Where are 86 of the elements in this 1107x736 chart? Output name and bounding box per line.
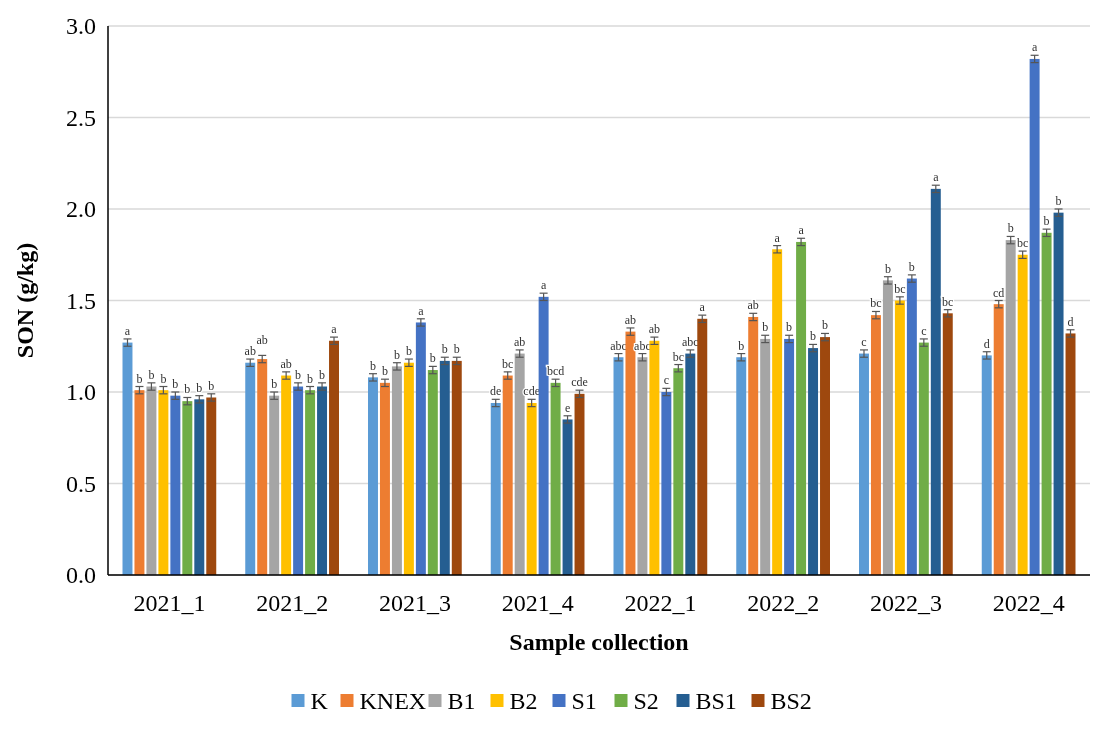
data-label: b <box>295 367 302 382</box>
data-label: bc <box>672 349 684 364</box>
data-label: ab <box>244 344 256 359</box>
y-tick-label: 1.5 <box>66 287 96 314</box>
data-label: b <box>786 320 793 335</box>
data-label: b <box>429 351 436 366</box>
data-label: ab <box>624 312 637 327</box>
legend-label: BS1 <box>695 688 737 715</box>
data-label: c <box>921 323 927 338</box>
x-tick-label: 2021_3 <box>378 590 451 616</box>
data-label: b <box>271 377 278 391</box>
data-label: b <box>738 338 745 353</box>
data-label: a <box>798 223 805 238</box>
data-label: b <box>196 380 203 395</box>
y-tick-label: 0.5 <box>66 470 96 497</box>
data-label: b <box>762 320 769 335</box>
data-label: b <box>136 371 143 386</box>
data-label: c <box>663 373 670 388</box>
data-label: abc <box>610 338 627 353</box>
data-label: b <box>822 318 829 333</box>
data-label: b <box>307 371 314 386</box>
data-label: ab <box>648 322 661 337</box>
legend-label: S1 <box>571 688 597 715</box>
data-label: b <box>393 347 400 362</box>
data-label: d <box>1067 314 1074 329</box>
x-tick-label: 2021_1 <box>133 590 206 616</box>
data-label: b <box>208 378 215 393</box>
data-label: b <box>319 367 326 382</box>
data-label: b <box>172 377 179 391</box>
legend-label: BS2 <box>770 688 812 715</box>
data-label: ab <box>256 333 268 348</box>
x-axis-title: Sample collection <box>509 629 689 655</box>
data-label: b <box>1043 214 1050 229</box>
x-tick-label: 2022_4 <box>992 590 1065 616</box>
data-label: bc <box>502 356 514 371</box>
x-tick-label: 2022_2 <box>747 590 820 616</box>
x-tick-label: 2021_2 <box>256 590 329 616</box>
data-label: ab <box>280 356 292 371</box>
data-label: a <box>699 300 706 315</box>
data-label: b <box>1007 221 1014 236</box>
data-label: b <box>453 342 460 357</box>
legend-label: K <box>310 688 329 715</box>
data-label: d <box>983 336 990 351</box>
data-label: b <box>441 342 448 357</box>
x-tick-label: 2022_3 <box>869 590 942 616</box>
data-label: b <box>184 382 191 397</box>
legend-label: S2 <box>633 688 659 715</box>
y-tick-label: 2.0 <box>66 196 96 223</box>
data-label: a <box>418 303 425 318</box>
y-tick-label: 0.0 <box>66 562 96 589</box>
data-label: b <box>160 371 167 386</box>
data-label: de <box>490 384 502 399</box>
data-label: a <box>1031 40 1038 55</box>
data-label: b <box>148 367 155 382</box>
data-label: a <box>331 322 338 337</box>
data-label: c <box>861 334 867 349</box>
data-label: cde <box>571 375 588 390</box>
data-label: b <box>369 358 376 373</box>
data-label: a <box>774 230 781 245</box>
y-axis-title: SON (g/kg) <box>12 242 38 359</box>
data-label: cde <box>523 384 540 399</box>
data-label: b <box>884 261 891 276</box>
data-label: b <box>405 344 412 359</box>
data-label: cd <box>993 285 1005 300</box>
y-tick-label: 3.0 <box>66 13 96 40</box>
y-tick-label: 2.5 <box>66 104 96 131</box>
data-label: a <box>540 278 547 293</box>
data-label: bc <box>894 281 906 296</box>
legend-label: KNEX <box>359 688 427 715</box>
legend-label: B1 <box>447 688 476 715</box>
data-label: ab <box>514 334 526 349</box>
data-label: b <box>1055 194 1062 208</box>
legend-label: B2 <box>509 688 538 715</box>
data-label: a <box>933 170 940 185</box>
data-label: ab <box>747 298 759 313</box>
x-tick-label: 2022_1 <box>624 590 697 616</box>
data-label: b <box>908 259 915 274</box>
data-label: b <box>810 329 817 344</box>
data-label: e <box>564 400 571 415</box>
y-tick-label: 1.0 <box>66 379 96 406</box>
data-label: a <box>124 323 131 338</box>
data-label: bc <box>1016 236 1029 251</box>
data-label: bc <box>870 296 882 311</box>
x-tick-label: 2021_4 <box>501 590 574 616</box>
data-label: bc <box>942 294 954 309</box>
data-label: b <box>381 364 388 379</box>
